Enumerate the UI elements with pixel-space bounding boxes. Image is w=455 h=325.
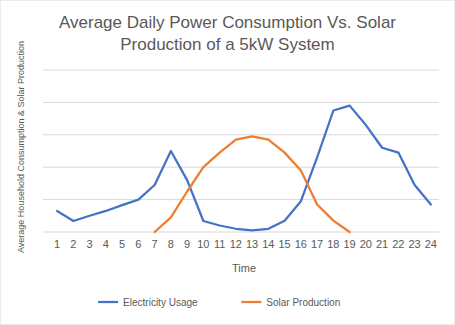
grid-line (43, 199, 439, 200)
chart-title: Average Daily Power Consumption Vs. Sola… (59, 13, 396, 54)
series-line (155, 136, 350, 232)
x-tick-label: 17 (311, 238, 323, 250)
chart-background (0, 0, 455, 325)
x-tick-label: 13 (246, 238, 258, 250)
x-tick-label: 21 (376, 238, 388, 250)
plot-lines (57, 106, 431, 232)
x-tick-label: 3 (87, 238, 93, 250)
legend-label: Solar Production (266, 297, 340, 308)
grid-line (43, 102, 439, 103)
legend-swatch (241, 301, 261, 303)
legend-label: Electricity Usage (123, 297, 198, 308)
x-axis-title: Time (232, 262, 256, 274)
x-tick-label: 16 (295, 238, 307, 250)
grid-line (43, 70, 439, 71)
x-tick-label: 2 (70, 238, 76, 250)
x-tick-label: 8 (168, 238, 174, 250)
y-axis-title: Average Household Consumption & Solar Pr… (16, 41, 26, 253)
chart-container: Average Daily Power Consumption Vs. Sola… (0, 0, 455, 325)
series-line (57, 106, 431, 231)
grid-line (43, 232, 439, 233)
x-tick-label: 15 (279, 238, 291, 250)
x-tick-label: 23 (409, 238, 421, 250)
x-tick-label: 20 (360, 238, 372, 250)
x-tick-label: 22 (392, 238, 404, 250)
legend-swatch (98, 301, 118, 303)
legend: Electricity Usage Solar Production (98, 297, 340, 308)
x-tick-label: 4 (103, 238, 109, 250)
x-tick-label: 9 (184, 238, 190, 250)
x-tick-label: 18 (327, 238, 339, 250)
x-tick-label: 11 (214, 238, 225, 250)
x-tick-label: 24 (425, 238, 437, 250)
x-tick-label: 12 (230, 238, 242, 250)
x-tick-label: 6 (135, 238, 141, 250)
grid-line (43, 134, 439, 135)
x-tick-label: 19 (344, 238, 356, 250)
x-tick-label: 14 (262, 238, 274, 250)
chart-svg: Average Daily Power Consumption Vs. Sola… (0, 0, 455, 325)
grid-line (43, 167, 439, 168)
x-tick-label: 10 (197, 238, 209, 250)
x-tick-label: 1 (54, 238, 60, 250)
x-tick-label: 5 (119, 238, 125, 250)
x-tick-label: 7 (152, 238, 158, 250)
